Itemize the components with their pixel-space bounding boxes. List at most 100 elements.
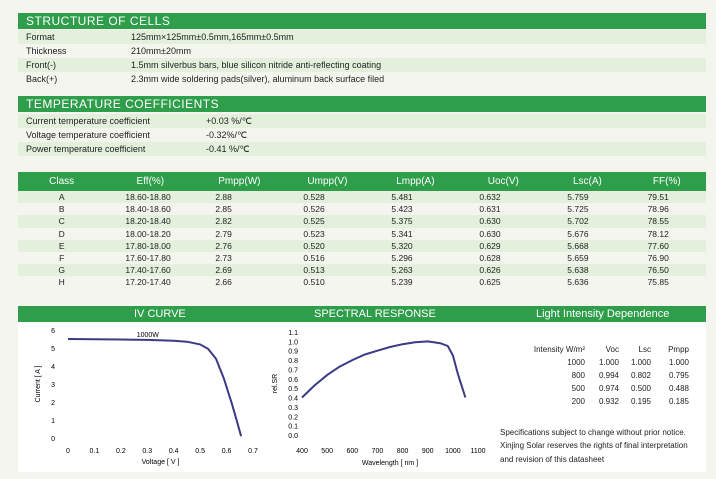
light-intensity-cell: 0.795 bbox=[668, 371, 689, 380]
header-lmpp: Lmpp(A) bbox=[371, 172, 460, 191]
iv-x-tick: 0.2 bbox=[116, 448, 126, 455]
light-intensity-cell: 0.500 bbox=[630, 384, 651, 393]
structure-row: Front(-) 1.5mm silverbus bars, blue silic… bbox=[18, 58, 706, 72]
charts-header: IV CURVE SPECTRAL RESPONSE Light Intensi… bbox=[18, 306, 706, 322]
iv-y-tick: 4 bbox=[51, 364, 55, 371]
class-table: Class Eff(%) Pmpp(W) Umpp(V) Lmpp(A) Uoc… bbox=[18, 172, 706, 289]
class-table-header: Class Eff(%) Pmpp(W) Umpp(V) Lmpp(A) Uoc… bbox=[18, 172, 706, 191]
class-cell: C bbox=[18, 215, 106, 228]
sr-x-tick: 500 bbox=[321, 448, 333, 455]
header-lsc: Lsc(A) bbox=[547, 172, 628, 191]
light-intensity-row: 200 0.932 0.195 0.185 bbox=[527, 395, 689, 408]
class-row: E 17.80-18.00 2.76 0.520 5.320 0.629 5.668 77.6… bbox=[18, 239, 706, 252]
li-header-voc: Voc bbox=[605, 345, 619, 354]
class-cell: 18.20-18.40 bbox=[105, 215, 196, 228]
iv-y-tick: 1 bbox=[51, 418, 55, 425]
structure-row: Thickness 210mm±20mm bbox=[18, 44, 706, 58]
class-row: C 18.20-18.40 2.82 0.525 5.375 0.630 5.702 78.5… bbox=[18, 215, 706, 228]
iv-x-tick: 0.6 bbox=[222, 448, 232, 455]
charts-panel bbox=[18, 322, 706, 472]
sr-y-tick: 0.3 bbox=[288, 405, 298, 412]
class-cell: 17.80-18.00 bbox=[105, 239, 196, 252]
class-cell: 0.632 bbox=[459, 191, 548, 204]
class-cell: 5.239 bbox=[391, 277, 413, 288]
light-intensity-cell: 0.185 bbox=[668, 397, 689, 406]
class-cell: 0.631 bbox=[479, 204, 501, 215]
li-header-pmpp: Pmpp bbox=[668, 345, 689, 354]
class-cell: G bbox=[18, 264, 106, 277]
iv-x-tick: 0 bbox=[66, 448, 70, 455]
class-cell: 0.625 bbox=[479, 277, 501, 288]
class-cell: 5.263 bbox=[371, 264, 460, 277]
class-cell: 18.60-18.80 bbox=[105, 191, 196, 204]
class-cell: 0.525 bbox=[283, 215, 372, 228]
class-cell: 0.528 bbox=[283, 191, 372, 204]
iv-curve-line bbox=[67, 338, 243, 437]
class-cell: 0.513 bbox=[283, 264, 372, 277]
class-cell: A bbox=[18, 191, 106, 204]
class-cell: 5.702 bbox=[547, 215, 628, 228]
class-cell: F bbox=[59, 253, 65, 264]
class-cell: 0.628 bbox=[479, 253, 501, 264]
class-cell: 76.50 bbox=[627, 264, 706, 277]
class-cell: 0.626 bbox=[459, 264, 548, 277]
class-cell: 76.90 bbox=[647, 253, 669, 264]
sr-y-tick: 0.0 bbox=[288, 433, 298, 440]
class-cell: 5.320 bbox=[371, 239, 460, 252]
class-cell: 5.423 bbox=[391, 204, 413, 215]
iv-curve-title: IV CURVE bbox=[134, 308, 186, 320]
structure-key: Thickness bbox=[26, 46, 67, 56]
structure-row: Format 125mm×125mm±0.5mm,165mm±0.5mm bbox=[18, 30, 706, 44]
temperature-key: Current temperature coefficient bbox=[26, 116, 150, 126]
sr-x-tick: 800 bbox=[397, 448, 409, 455]
iv-x-tick: 0.4 bbox=[169, 448, 179, 455]
note-line-2: Xinjing Solar reserves the rights of fin… bbox=[500, 441, 688, 450]
sr-x-tick: 600 bbox=[346, 448, 358, 455]
class-cell: 78.12 bbox=[647, 228, 669, 239]
class-cell: 79.51 bbox=[627, 191, 706, 204]
temperature-key: Power temperature coefficient bbox=[26, 144, 146, 154]
iv-y-tick: 6 bbox=[51, 328, 55, 335]
class-row: B 18.40-18.60 2.85 0.526 5.423 0.631 5.725 78.9… bbox=[18, 203, 706, 215]
sr-y-tick: 0.2 bbox=[288, 414, 298, 421]
structure-title: STRUCTURE OF CELLS bbox=[18, 13, 706, 29]
light-intensity-cell: 800 bbox=[571, 371, 585, 380]
light-intensity-row: 1000 1.000 1.000 1.000 bbox=[527, 356, 689, 369]
class-table-body: A 18.60-18.80 2.88 0.528 5.481 0.632 5.759 79.5… bbox=[18, 191, 706, 289]
temperature-table: Current temperature coefficient +0.03 %/℃… bbox=[18, 114, 706, 156]
light-intensity-cell: 0.974 bbox=[598, 384, 619, 393]
light-intensity-cell: 0.802 bbox=[630, 371, 651, 380]
class-cell: 5.481 bbox=[371, 191, 460, 204]
li-header-lsc: Lsc bbox=[638, 345, 651, 354]
light-intensity-header: Intensity W/m² Voc Lsc Pmpp bbox=[527, 343, 689, 356]
light-intensity-cell: 200 bbox=[571, 397, 585, 406]
iv-x-axis-label: Voltage [ V ] bbox=[142, 459, 180, 466]
header-eff: Eff(%) bbox=[105, 172, 196, 191]
iv-curve-label: 1000W bbox=[137, 332, 160, 339]
class-cell: D bbox=[58, 228, 65, 239]
light-intensity-cell: 500 bbox=[571, 384, 585, 393]
iv-x-tick: 0.1 bbox=[90, 448, 100, 455]
class-cell: 18.40-18.60 bbox=[125, 204, 171, 215]
class-cell: 0.526 bbox=[303, 204, 325, 215]
sr-y-tick: 0.6 bbox=[288, 377, 298, 384]
sr-y-axis-label: rel.SR bbox=[272, 374, 279, 393]
class-cell: 18.00-18.20 bbox=[125, 228, 171, 239]
note-line-1: Specifications subject to change without… bbox=[500, 428, 686, 437]
class-cell: 2.69 bbox=[195, 264, 284, 277]
class-row: A 18.60-18.80 2.88 0.528 5.481 0.632 5.759 79.5… bbox=[18, 191, 706, 204]
structure-value: 210mm±20mm bbox=[131, 46, 191, 56]
class-cell: 0.523 bbox=[303, 228, 325, 239]
spectral-response-line bbox=[301, 340, 467, 399]
class-cell: E bbox=[18, 239, 106, 252]
light-intensity-cell: 0.488 bbox=[668, 384, 689, 393]
sr-y-tick: 1.0 bbox=[288, 339, 298, 346]
sr-y-tick: 0.9 bbox=[288, 349, 298, 356]
structure-key: Format bbox=[26, 32, 55, 42]
class-cell: 17.40-17.60 bbox=[105, 264, 196, 277]
sr-x-tick: 900 bbox=[422, 448, 434, 455]
temperature-row: Current temperature coefficient +0.03 %/℃ bbox=[18, 114, 706, 128]
class-cell: 5.759 bbox=[547, 191, 628, 204]
iv-y-tick: 2 bbox=[51, 400, 55, 407]
class-row: D 18.00-18.20 2.79 0.523 5.341 0.630 5.676 78.1… bbox=[18, 228, 706, 240]
